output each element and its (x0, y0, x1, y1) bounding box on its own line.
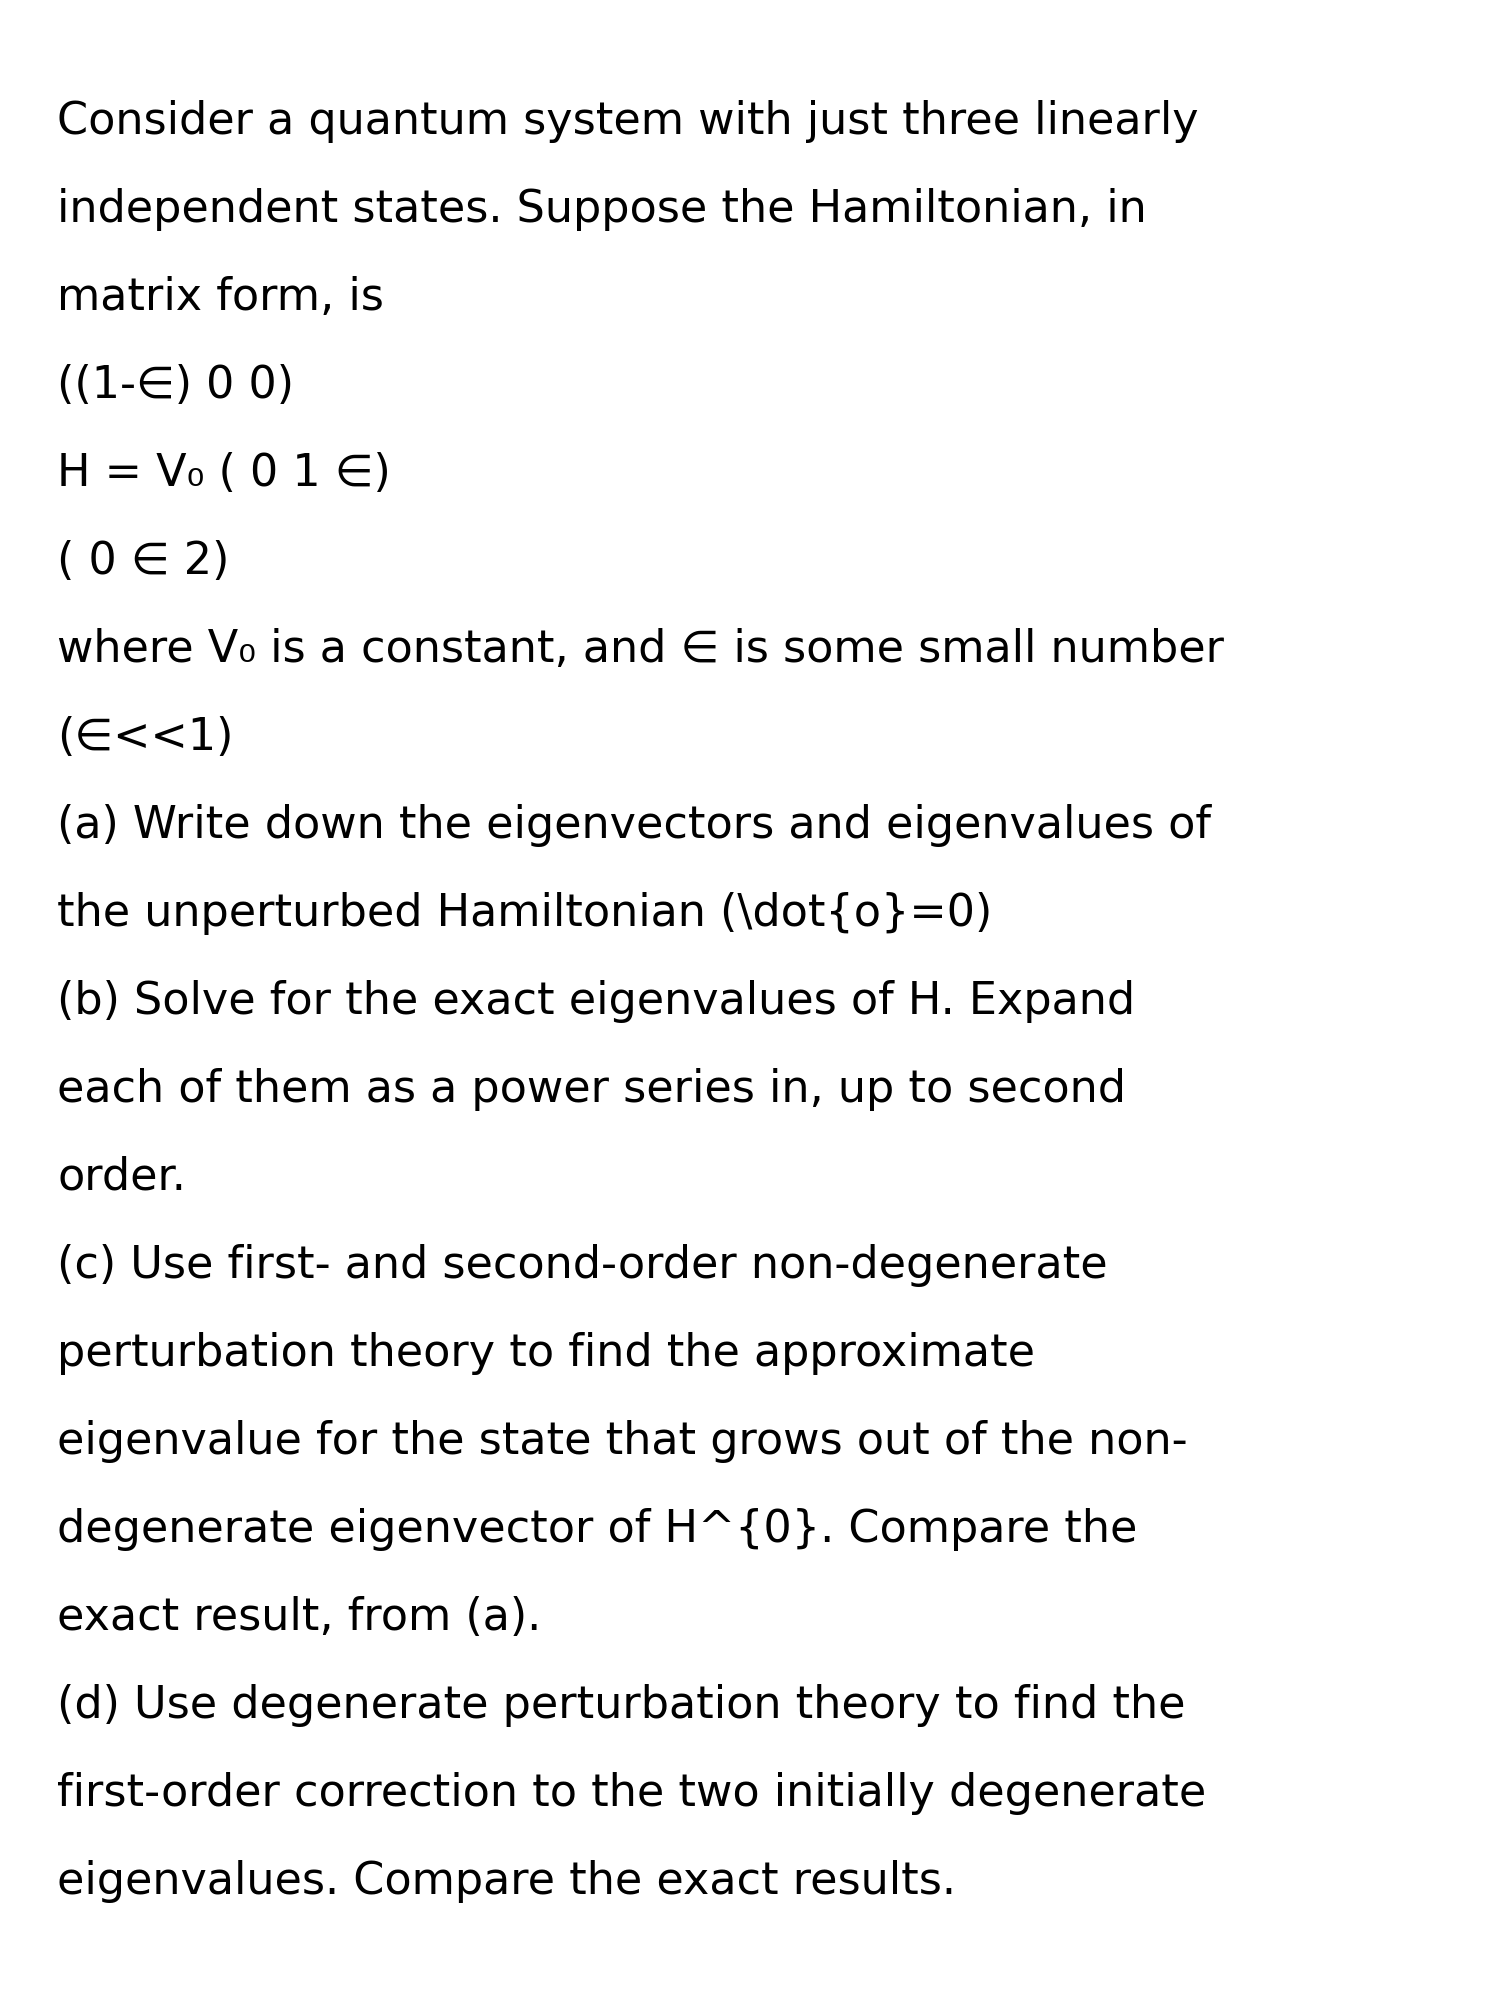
Text: first-order correction to the two initially degenerate: first-order correction to the two initia… (57, 1770, 1206, 1814)
Text: matrix form, is: matrix form, is (57, 275, 384, 319)
Text: Consider a quantum system with just three linearly: Consider a quantum system with just thre… (57, 100, 1198, 142)
Text: ( 0 ∈ 2): ( 0 ∈ 2) (57, 540, 230, 582)
Text: H = V₀ ( 0 1 ∈): H = V₀ ( 0 1 ∈) (57, 452, 390, 496)
Text: order.: order. (57, 1156, 186, 1198)
Text: (b) Solve for the exact eigenvalues of H. Expand: (b) Solve for the exact eigenvalues of H… (57, 979, 1136, 1022)
Text: ((1-∈) 0 0): ((1-∈) 0 0) (57, 363, 294, 407)
Text: independent states. Suppose the Hamiltonian, in: independent states. Suppose the Hamilton… (57, 189, 1146, 231)
Text: perturbation theory to find the approximate: perturbation theory to find the approxim… (57, 1331, 1035, 1375)
Text: each of them as a power series in, up to second: each of them as a power series in, up to… (57, 1068, 1126, 1110)
Text: (a) Write down the eigenvectors and eigenvalues of: (a) Write down the eigenvectors and eige… (57, 803, 1210, 847)
Text: eigenvalue for the state that grows out of the non-: eigenvalue for the state that grows out … (57, 1419, 1188, 1463)
Text: where V₀ is a constant, and ∈ is some small number: where V₀ is a constant, and ∈ is some sm… (57, 628, 1224, 670)
Text: (c) Use first- and second-order non-degenerate: (c) Use first- and second-order non-dege… (57, 1244, 1107, 1286)
Text: degenerate eigenvector of H^{0}. Compare the: degenerate eigenvector of H^{0}. Compare… (57, 1507, 1137, 1549)
Text: (d) Use degenerate perturbation theory to find the: (d) Use degenerate perturbation theory t… (57, 1684, 1185, 1726)
Text: (∈<<1): (∈<<1) (57, 716, 234, 759)
Text: eigenvalues. Compare the exact results.: eigenvalues. Compare the exact results. (57, 1858, 956, 1903)
Text: exact result, from (a).: exact result, from (a). (57, 1596, 542, 1638)
Text: the unperturbed Hamiltonian (\dot{o}=0): the unperturbed Hamiltonian (\dot{o}=0) (57, 891, 993, 935)
